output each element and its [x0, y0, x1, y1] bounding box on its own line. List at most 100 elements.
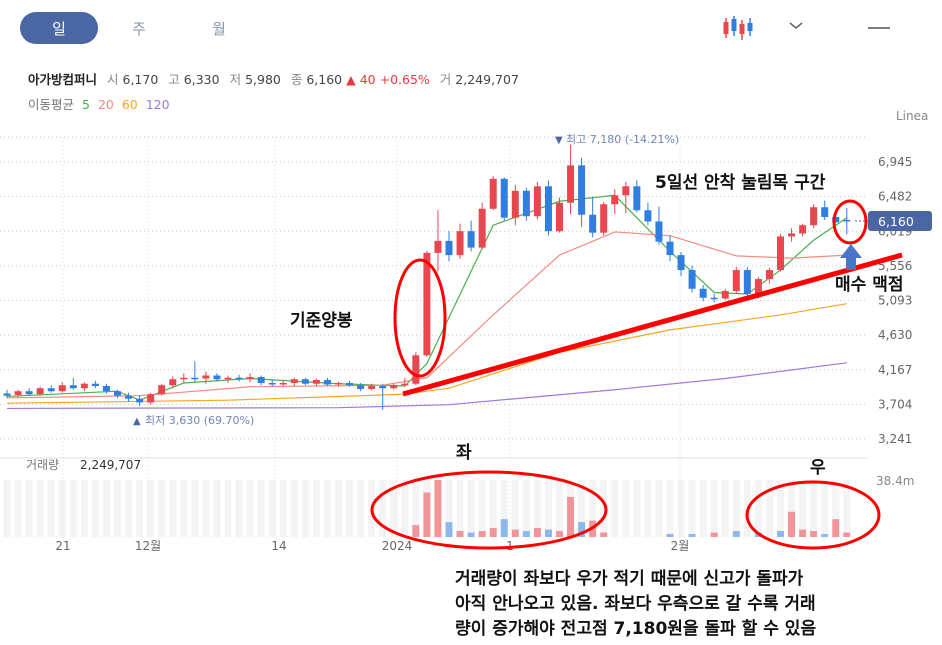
volume-bg — [202, 480, 210, 537]
volume-bar — [578, 522, 586, 537]
svg-text:▼: ▼ — [555, 135, 563, 146]
buy-point-circle — [832, 199, 868, 245]
ma-legend-120: 120 — [145, 97, 170, 112]
candle-body — [3, 393, 11, 396]
candle — [25, 388, 33, 396]
volume-bar — [511, 529, 519, 537]
annotation-note: 거래량이 좌보다 우가 적기 때문에 신고가 돌파가 아직 안나오고 있음. 좌… — [455, 569, 816, 639]
candle-body — [489, 178, 497, 209]
candle-body — [544, 186, 552, 232]
candle-body — [699, 288, 707, 298]
candle-body — [323, 379, 331, 385]
candle — [699, 285, 707, 302]
candle-body — [25, 391, 33, 395]
volume-header-label: 거래량 — [26, 458, 59, 472]
volume-header-value: 2,249,707 — [80, 458, 141, 472]
volume-bar — [843, 532, 851, 537]
volume-bg — [169, 480, 177, 537]
volume-bg — [213, 480, 221, 537]
candle — [136, 394, 144, 407]
candle — [114, 389, 121, 398]
candle — [290, 377, 298, 386]
candle — [688, 265, 696, 293]
volume-bar — [688, 534, 696, 537]
candle — [677, 252, 685, 277]
volume-bg — [25, 480, 33, 537]
ma-line-120 — [6, 362, 847, 410]
volume-bg — [357, 480, 365, 537]
candle — [191, 361, 199, 383]
volume-bg — [312, 480, 320, 537]
volume-bar — [832, 519, 840, 537]
volume-bg — [843, 480, 851, 537]
volume-bg — [655, 480, 663, 537]
date-tick-label: 12월 — [135, 539, 161, 553]
candle — [3, 389, 11, 398]
volume-bg — [335, 480, 342, 537]
change-value: 40 — [359, 72, 376, 87]
volume-bg — [799, 480, 807, 537]
volume-bg — [600, 480, 608, 537]
volume-bg — [290, 480, 298, 537]
low-marker: ▲ 최저 3,630 (69.70%) — [133, 414, 254, 427]
volume-bg — [14, 480, 22, 537]
volume-bg — [732, 480, 740, 537]
volume-bg — [622, 480, 630, 537]
volume-bg — [788, 480, 796, 537]
candle-body — [246, 377, 254, 380]
candle-body — [622, 186, 630, 196]
candle — [500, 177, 508, 221]
up-arrow-icon — [840, 244, 862, 270]
candle — [312, 378, 320, 386]
volume-bg — [456, 480, 464, 537]
date-tick-label: 2월 — [671, 539, 690, 553]
date-axis: 21 12월 14 2024 1 2월 — [55, 539, 689, 553]
chevron-down-icon[interactable] — [789, 22, 803, 30]
volume-bar — [412, 525, 420, 537]
close-label: 종 — [290, 72, 303, 87]
volume-bg — [589, 480, 597, 537]
volume-bar — [732, 531, 740, 537]
candle-body — [799, 225, 807, 234]
tab-month[interactable]: 월 — [212, 19, 226, 38]
volume-bars — [412, 480, 851, 537]
tab-day[interactable]: 일 — [20, 12, 98, 44]
candle-body — [677, 255, 685, 271]
volume-bg — [544, 480, 552, 537]
candle-body — [611, 195, 619, 205]
tab-week[interactable]: 주 — [132, 19, 146, 38]
volume-bar — [544, 529, 552, 537]
annotation-base-candle: 기준양봉 — [290, 311, 353, 331]
volume-bg — [533, 480, 541, 537]
volume-bg — [412, 480, 420, 537]
candle-body — [224, 377, 232, 380]
note-line: 량이 증가해야 전고점 7,180원을 돌파 할 수 있음 — [455, 619, 816, 639]
candle-body — [58, 385, 66, 392]
candle-body — [633, 186, 641, 211]
candles — [3, 144, 851, 410]
ma-line-60 — [6, 303, 847, 404]
candle-body — [589, 214, 597, 233]
candle — [578, 157, 586, 227]
high-marker: ▼ 최고 7,180 (-14.21%) — [555, 133, 679, 146]
candle — [611, 189, 619, 214]
price-tick-label: 4,167 — [878, 363, 912, 377]
candle — [710, 293, 718, 303]
candle — [556, 197, 563, 233]
note-line: 아직 안나오고 있음. 좌보다 우측으로 갈 수록 거래 — [455, 594, 816, 614]
close-value: 6,160 — [306, 72, 343, 87]
candle — [644, 202, 652, 226]
candle-body — [644, 210, 652, 222]
svg-text:6,160: 6,160 — [878, 214, 914, 229]
candle-body — [14, 391, 22, 395]
candle — [169, 376, 177, 389]
volume-bg — [556, 480, 563, 537]
volume-bar — [456, 531, 464, 537]
price-tick-label: 6,482 — [878, 190, 912, 204]
candle — [379, 383, 387, 410]
candlestick-icon[interactable] — [723, 16, 753, 40]
candle-body — [478, 208, 486, 248]
candle — [102, 383, 110, 394]
ma-line-20 — [6, 231, 847, 399]
candle-body — [202, 375, 210, 379]
